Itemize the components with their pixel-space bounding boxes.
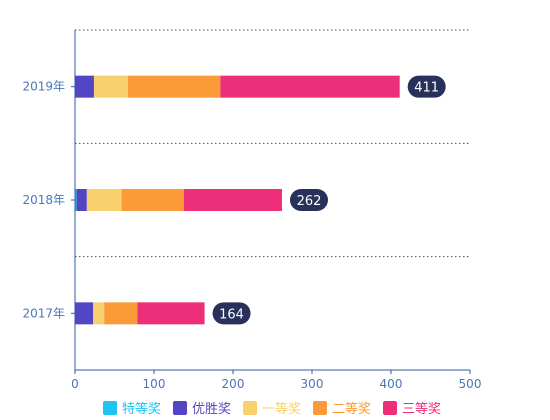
- y-category-label: 2017年: [22, 306, 65, 320]
- bar-segment: [75, 189, 77, 211]
- legend-swatch: [243, 401, 257, 415]
- total-badge: [289, 189, 328, 211]
- bar-segment: [127, 75, 221, 98]
- legend: 特等奖 优胜奖 一等奖 二等奖 三等奖: [103, 401, 441, 417]
- total-labels: 164 262 411: [212, 75, 446, 325]
- legend-swatch: [383, 401, 397, 415]
- y-category-label: 2019年: [22, 80, 65, 94]
- x-tick-label: 400: [380, 377, 403, 391]
- legend-label: 一等奖: [262, 401, 301, 417]
- x-tick-label: 0: [71, 377, 79, 391]
- x-axis-ticks: 0 100 200 300 400 500: [71, 370, 481, 391]
- bars: [75, 75, 400, 325]
- legend-swatch: [103, 401, 117, 415]
- bar-segment: [93, 302, 105, 325]
- bar-segment: [76, 189, 87, 211]
- bar-segment: [75, 302, 94, 325]
- legend-label: 二等奖: [332, 401, 371, 417]
- x-tick-label: 500: [459, 377, 482, 391]
- x-tick-label: 300: [301, 377, 324, 391]
- bar-segment: [137, 302, 205, 325]
- bar-segment: [93, 75, 128, 98]
- total-badge: [212, 302, 251, 325]
- bar-segment: [104, 302, 138, 325]
- bar-segment: [220, 75, 400, 98]
- bar-segment: [184, 189, 282, 211]
- x-tick-label: 200: [222, 377, 245, 391]
- y-category-label: 2018年: [22, 193, 65, 207]
- total-badge: [407, 75, 446, 98]
- y-axis-categories: 2017年 2018年 2019年: [22, 80, 75, 320]
- total-label: 411: [414, 81, 439, 96]
- legend-label: 特等奖: [122, 401, 161, 417]
- legend-swatch: [313, 401, 327, 415]
- x-tick-label: 100: [143, 377, 166, 391]
- legend-swatch: [173, 401, 187, 415]
- total-label: 164: [219, 307, 244, 322]
- total-label: 262: [297, 194, 322, 209]
- grid-lines: [75, 29, 470, 258]
- bar-segment: [121, 189, 185, 211]
- bar-segment: [75, 75, 94, 98]
- legend-label: 优胜奖: [192, 402, 231, 417]
- bar-segment: [86, 189, 122, 211]
- legend-label: 三等奖: [402, 401, 441, 417]
